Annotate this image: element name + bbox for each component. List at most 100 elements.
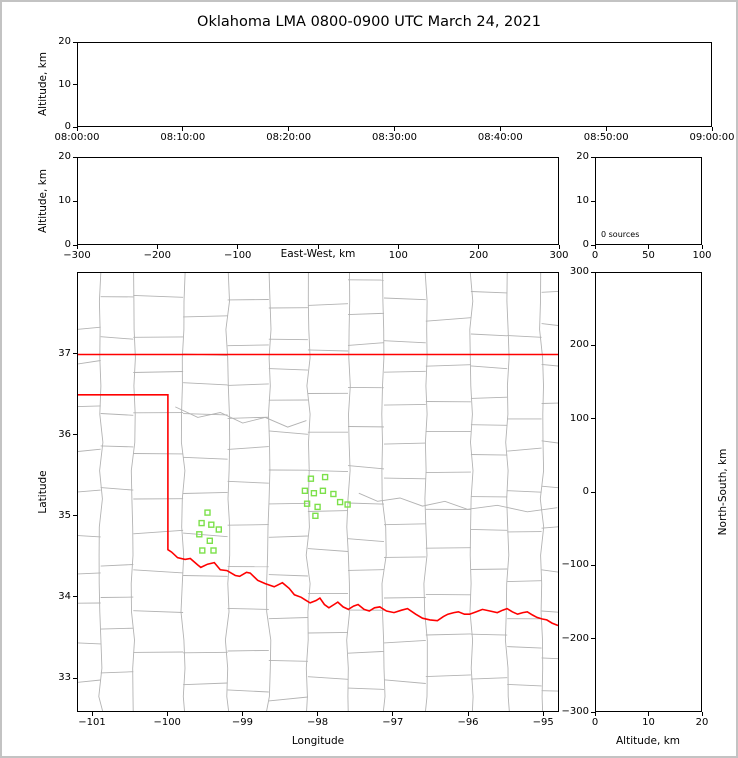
ns_height-ytick <box>591 564 595 566</box>
time_height-xtick-label: 09:00:00 <box>689 132 735 143</box>
county-line <box>100 671 134 674</box>
histogram-xtick <box>701 245 703 249</box>
map-xtick-label: −101 <box>78 717 106 728</box>
map-xtick <box>467 712 469 716</box>
county-line <box>307 469 349 473</box>
county-line <box>183 651 228 654</box>
county-line <box>470 568 508 570</box>
county-line <box>539 273 545 711</box>
time_height-xtick <box>394 127 395 131</box>
ew_height-xtick <box>76 245 78 249</box>
county-line <box>383 477 426 480</box>
county-line <box>507 335 542 338</box>
lma-station-marker <box>336 498 344 506</box>
county-line <box>268 502 308 505</box>
time_height-ytick <box>73 126 77 128</box>
county-line <box>224 273 231 711</box>
county-line <box>383 639 426 644</box>
county-line <box>541 290 558 293</box>
ns_height-ytick-label: −200 <box>561 632 589 644</box>
county-line <box>504 273 510 711</box>
ew_height-ytick-label: 10 <box>58 195 71 206</box>
map-canvas <box>78 273 558 711</box>
ns_height-xtick <box>648 712 649 716</box>
ew_height-xtick-label: 100 <box>388 250 408 261</box>
ew_height-ytick-label: 0 <box>64 239 71 250</box>
county-line <box>98 273 104 711</box>
county-line <box>78 535 101 538</box>
ew_height-ytick <box>73 200 77 202</box>
ns_height-ytick <box>591 638 595 640</box>
ns_height-xtick-label: 0 <box>591 717 599 728</box>
county-line <box>383 523 426 526</box>
lma-station-marker <box>196 531 203 538</box>
ew_height-xtick-label: 200 <box>469 250 489 261</box>
county-line <box>383 556 426 558</box>
county-line <box>347 465 385 470</box>
county-line <box>183 682 228 686</box>
county-line <box>383 340 426 344</box>
lma-station-marker <box>319 487 327 495</box>
map-xtick <box>241 712 243 716</box>
county-line <box>227 689 269 693</box>
histogram-xtick <box>648 245 649 249</box>
county-line <box>78 572 101 575</box>
histogram-panel <box>595 157 702 245</box>
county-line <box>541 440 558 444</box>
ns_height-ytick-label: 200 <box>569 339 589 351</box>
county-line <box>425 633 471 636</box>
county-line <box>470 333 508 337</box>
time_height-ytick-label: 10 <box>58 78 71 90</box>
county-line <box>100 627 134 630</box>
county-line <box>227 480 269 484</box>
county-line <box>227 649 269 652</box>
map-xtick-label: −95 <box>532 717 554 728</box>
county-line <box>307 510 349 512</box>
ns-height-ylabel: North-South, km <box>717 448 729 536</box>
county-line <box>78 360 101 365</box>
county-line <box>78 489 101 493</box>
lma-station-marker <box>210 547 217 554</box>
ew_height-ytick <box>73 156 77 158</box>
county-line <box>470 454 508 456</box>
county-line <box>227 524 269 526</box>
county-line <box>423 273 428 711</box>
time_height-xtick <box>76 127 78 131</box>
map-ytick-label: 36 <box>58 428 71 440</box>
histogram-ytick <box>591 156 595 158</box>
county-line <box>470 528 508 531</box>
lma-station-marker <box>215 526 223 533</box>
ew_height-ytick <box>73 244 77 246</box>
county-line <box>268 659 308 662</box>
map-xtick <box>392 712 394 716</box>
map-xtick-label: −98 <box>307 717 329 728</box>
county-line <box>347 342 385 346</box>
county-line <box>541 323 558 326</box>
county-line <box>425 317 471 322</box>
county-line <box>425 364 471 367</box>
county-line <box>347 502 385 505</box>
ew_height-xtick-label: −100 <box>223 250 252 261</box>
lma-station-marker <box>199 547 206 554</box>
time_height-panel <box>77 42 712 127</box>
county-line <box>100 487 134 491</box>
county-line <box>507 683 542 687</box>
histogram-ytick-label: 10 <box>576 195 589 206</box>
ew_height-panel <box>77 157 559 245</box>
county-line <box>268 430 308 435</box>
county-line <box>347 312 385 316</box>
state-border-red-river <box>78 394 558 627</box>
ew_height-xtick <box>237 245 239 249</box>
time_height-ytick <box>73 84 77 85</box>
county-line <box>133 569 184 574</box>
county-line <box>541 485 558 489</box>
ns_height-panel <box>595 272 702 712</box>
ns_height-ytick-label: 100 <box>569 412 589 424</box>
county-line <box>307 676 349 680</box>
lma-station-marker <box>314 503 321 511</box>
ew_height-xtick-label: −300 <box>63 250 91 261</box>
ns-height-xlabel: Altitude, km <box>615 735 680 747</box>
lma-station-marker <box>198 519 205 527</box>
county-line <box>268 617 308 620</box>
